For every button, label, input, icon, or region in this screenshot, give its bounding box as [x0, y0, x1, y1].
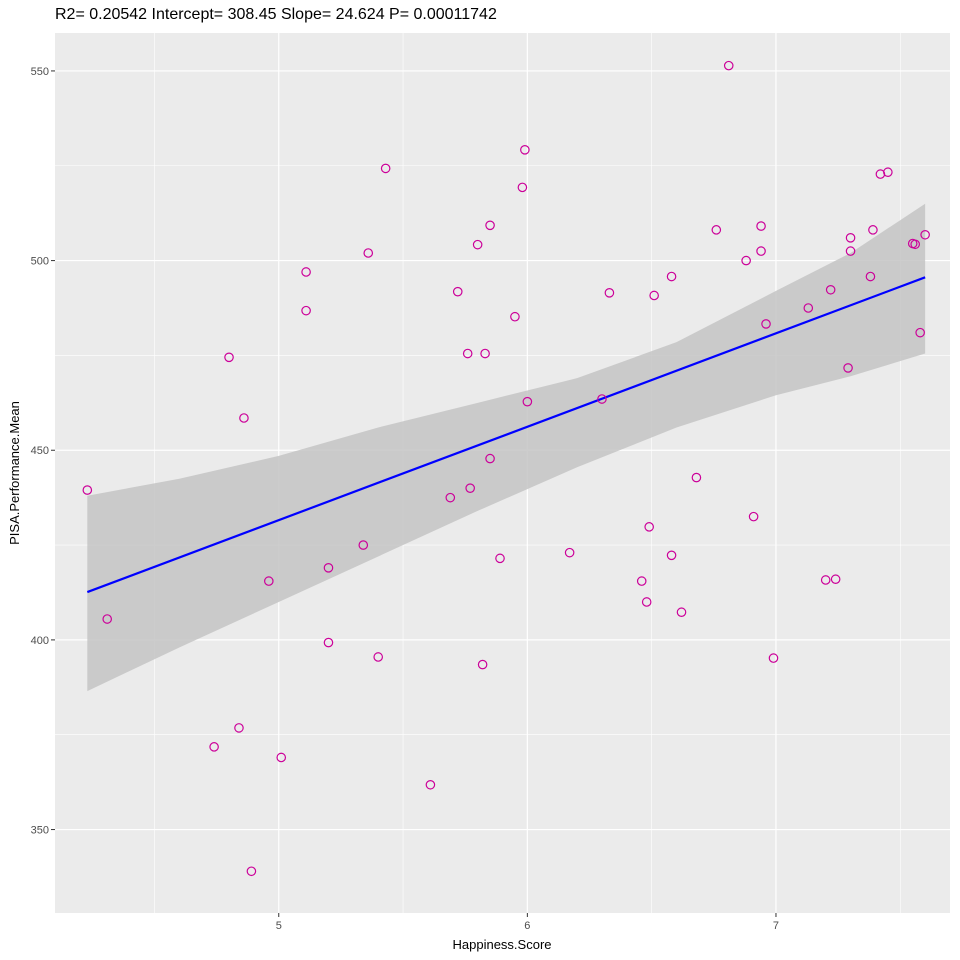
data-point	[485, 220, 495, 231]
chart-title: R2= 0.20542 Intercept= 308.45 Slope= 24.…	[55, 6, 497, 23]
data-point	[920, 229, 930, 240]
data-point	[234, 723, 244, 733]
data-point	[102, 614, 113, 624]
y-tick-label: 550	[31, 66, 49, 78]
data-point	[495, 553, 505, 564]
data-point	[915, 327, 925, 338]
y-axis-ticks: 350 400 450 500 550	[31, 66, 55, 837]
data-point	[485, 453, 495, 464]
data-point	[845, 233, 856, 243]
data-point	[748, 511, 759, 522]
data-point	[768, 653, 779, 663]
data-point	[649, 290, 659, 301]
data-points	[82, 60, 930, 877]
data-point	[452, 286, 463, 297]
data-point	[564, 547, 575, 558]
data-point	[323, 637, 334, 648]
data-point	[301, 305, 311, 316]
data-point	[224, 352, 234, 363]
data-point	[373, 652, 383, 662]
confidence-ribbon	[87, 203, 926, 692]
data-point	[276, 752, 287, 763]
data-point	[723, 60, 734, 71]
data-point	[522, 396, 533, 407]
data-point	[691, 472, 702, 483]
data-point	[239, 413, 249, 423]
data-point	[666, 271, 677, 282]
data-point	[82, 485, 93, 495]
data-point	[363, 248, 374, 258]
data-point	[761, 319, 771, 329]
x-tick-label: 6	[524, 920, 530, 932]
data-point	[825, 284, 836, 295]
data-point	[741, 255, 751, 266]
regression-line	[86, 276, 926, 594]
data-point	[910, 239, 920, 250]
data-point	[246, 866, 257, 877]
data-point	[868, 225, 878, 235]
data-point	[644, 522, 654, 532]
y-axis-title: PISA.Performance.Mean	[7, 401, 22, 545]
x-axis-ticks: 5 6 7	[276, 913, 779, 932]
data-point	[472, 239, 483, 250]
data-point	[425, 779, 436, 790]
data-point	[820, 575, 831, 585]
regression-line-group	[86, 276, 926, 594]
data-point	[510, 311, 520, 322]
data-point	[323, 563, 334, 573]
data-point	[845, 246, 856, 256]
data-point	[465, 483, 475, 493]
data-point	[517, 182, 528, 193]
confidence-band	[87, 203, 926, 692]
data-point	[883, 167, 893, 178]
data-point	[209, 742, 219, 752]
x-axis-title: Happiness.Score	[453, 937, 552, 952]
data-point	[477, 659, 488, 670]
data-point	[597, 394, 607, 404]
y-tick-label: 450	[31, 445, 49, 457]
data-point	[636, 576, 647, 586]
data-point	[641, 597, 652, 607]
data-point	[711, 225, 722, 235]
y-tick-label: 400	[31, 635, 49, 647]
data-point	[264, 576, 274, 586]
data-point	[604, 288, 615, 298]
data-point	[666, 550, 677, 561]
data-point	[380, 163, 391, 174]
y-tick-label: 350	[31, 825, 49, 837]
data-point	[843, 363, 853, 373]
data-point	[676, 607, 687, 618]
data-point	[520, 145, 530, 155]
data-point	[756, 246, 766, 256]
data-point	[462, 348, 473, 359]
data-point	[756, 221, 766, 231]
data-point	[301, 267, 311, 277]
data-point	[480, 348, 490, 359]
data-point	[830, 574, 841, 585]
data-point	[358, 540, 369, 550]
y-tick-label: 500	[31, 256, 49, 268]
x-tick-label: 7	[773, 920, 779, 932]
x-tick-label: 5	[276, 920, 282, 932]
data-point	[445, 492, 456, 503]
data-point	[803, 303, 814, 313]
data-point	[865, 271, 876, 282]
